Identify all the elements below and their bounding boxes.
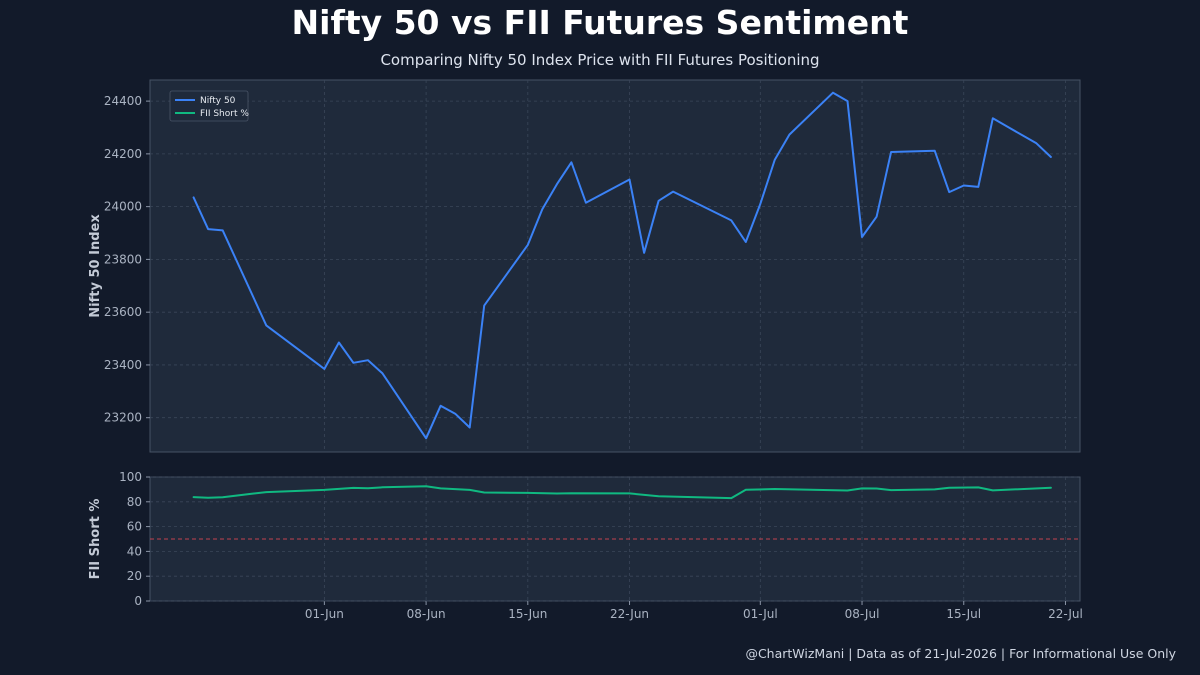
y-tick-label: 24400 xyxy=(104,94,142,108)
y-tick-label: 23600 xyxy=(104,305,142,319)
y-tick-label: 80 xyxy=(127,495,142,509)
legend: Nifty 50 FII Short % xyxy=(169,90,249,122)
y-axis-title: FII Short % xyxy=(88,499,103,580)
x-tick-label: 15-Jul xyxy=(946,607,981,621)
fii-short-series-line xyxy=(192,485,1052,500)
y-tick-label: 23400 xyxy=(104,358,142,372)
x-tick-label: 01-Jun xyxy=(305,607,344,621)
x-tick-label: 15-Jun xyxy=(508,607,547,621)
y-tick-label: 24200 xyxy=(104,147,142,161)
y-tick-label: 0 xyxy=(134,594,142,608)
y-axis-title: Nifty 50 Index xyxy=(88,214,103,318)
nifty-series-line xyxy=(192,91,1052,440)
legend-label-nifty: Nifty 50 xyxy=(200,96,236,106)
y-tick-label: 23800 xyxy=(104,252,142,266)
y-tick-label: 24000 xyxy=(104,200,142,214)
y-tick-label: 20 xyxy=(127,569,142,583)
footer-credit: @ChartWizMani | Data as of 21-Jul-2026 |… xyxy=(745,646,1176,661)
x-tick-label: 01-Jul xyxy=(743,607,778,621)
x-tick-label: 22-Jun xyxy=(610,607,649,621)
y-tick-label: 23200 xyxy=(104,411,142,425)
x-tick-label: 22-Jul xyxy=(1048,607,1083,621)
y-tick-label: 100 xyxy=(119,470,142,484)
x-tick-label: 08-Jul xyxy=(845,607,880,621)
nifty-panel xyxy=(149,79,1081,453)
legend-label-fii: FII Short % xyxy=(200,109,249,119)
y-tick-label: 60 xyxy=(127,520,142,534)
y-tick-label: 40 xyxy=(127,544,142,558)
chart-subtitle: Comparing Nifty 50 Index Price with FII … xyxy=(380,51,820,69)
x-tick-label: 08-Jun xyxy=(407,607,446,621)
chart-title: Nifty 50 vs FII Futures Sentiment xyxy=(291,3,909,42)
